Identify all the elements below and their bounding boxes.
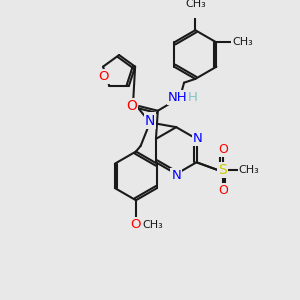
- Text: N: N: [193, 132, 202, 146]
- Text: N: N: [171, 169, 181, 182]
- Text: O: O: [218, 143, 228, 156]
- Text: NH: NH: [168, 91, 187, 104]
- Text: CH₃: CH₃: [238, 165, 260, 175]
- Text: O: O: [131, 218, 141, 231]
- Text: CH₃: CH₃: [232, 38, 253, 47]
- Text: N: N: [145, 114, 155, 128]
- Text: O: O: [98, 70, 109, 83]
- Text: H: H: [188, 91, 197, 104]
- Text: O: O: [126, 99, 137, 113]
- Text: CH₃: CH₃: [185, 0, 206, 9]
- Text: S: S: [218, 163, 227, 177]
- Text: O: O: [218, 184, 228, 197]
- Text: CH₃: CH₃: [142, 220, 163, 230]
